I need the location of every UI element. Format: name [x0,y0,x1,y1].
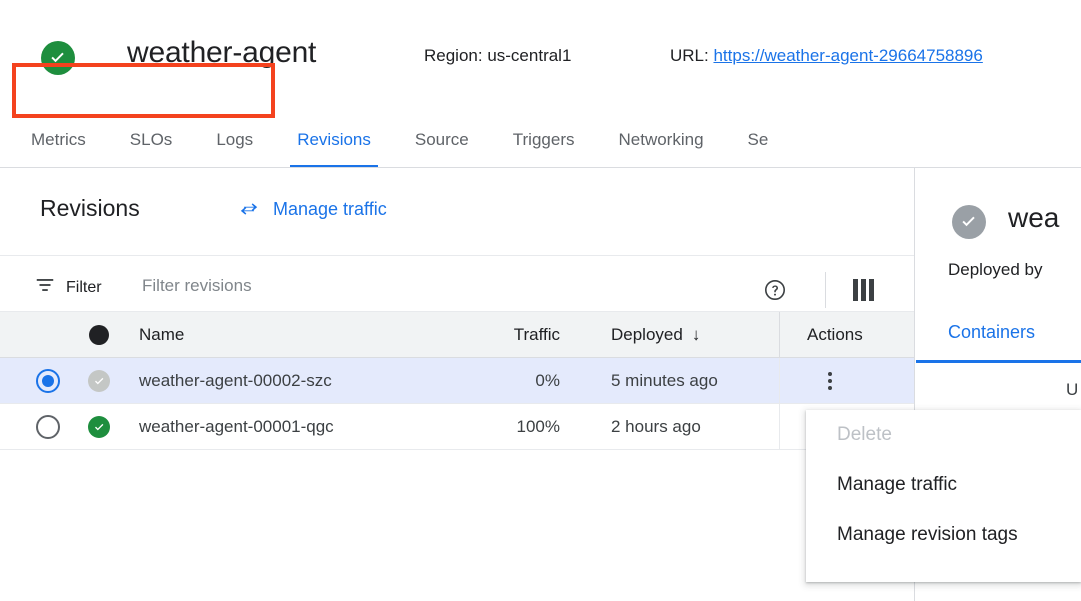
tab-se[interactable]: Se [726,112,791,168]
menu-item-label: Manage revision tags [837,524,1018,545]
tab-revisions[interactable]: Revisions [275,112,393,168]
table-row[interactable]: weather-agent-00002-szc 0% 5 minutes ago [0,358,914,404]
tab-containers-indicator [916,360,1081,363]
menu-item-label: Delete [837,424,892,445]
revision-radio-button[interactable] [36,415,60,439]
menu-item-delete: Delete [806,410,1081,460]
tab-label: Metrics [31,130,86,149]
revision-radio-button[interactable] [36,369,60,393]
page-title: weather-agent [127,36,317,69]
manage-traffic-button[interactable]: Manage traffic [238,198,387,220]
column-header-status [89,312,109,358]
revisions-table: Name Traffic Deployed ↓ Actions weather-… [0,312,914,450]
toolbar-divider [825,272,826,308]
url-label: URL: [670,46,709,65]
menu-item-label: Manage traffic [837,474,958,495]
column-divider [779,312,780,358]
tab-networking[interactable]: Networking [596,112,725,168]
columns-icon[interactable] [853,279,878,301]
filter-button[interactable]: Filter [34,274,102,301]
tab-slos[interactable]: SLOs [108,112,195,168]
column-divider [779,404,780,450]
revision-name: weather-agent-00001-qgc [139,417,334,436]
tab-label: Networking [618,130,704,149]
gray-check-circle-icon [88,370,110,392]
filter-revisions-input[interactable] [140,275,640,297]
tab-label: Triggers [512,130,575,149]
revision-deployed-by-label: Deployed by [948,260,1043,279]
url-row: URL: https://weather-agent-29664758896 [670,46,983,66]
menu-item-manage-traffic[interactable]: Manage traffic [806,460,1081,510]
column-divider [779,358,780,404]
sort-descending-arrow-icon: ↓ [691,325,701,344]
manage-traffic-label: Manage traffic [273,198,387,219]
tab-bar: Metrics SLOs Logs Revisions Source Triggers Ne… [0,112,1081,168]
page-header: weather-agent Region: us-central1 URL: h… [0,0,1081,112]
menu-item-manage-revision-tags[interactable]: Manage revision tags [806,510,1081,560]
tab-bar-divider [0,167,1081,168]
revision-detail-row: U [916,368,1081,412]
filter-toolbar: Filter [0,256,914,312]
revision-actions-menu: Delete Manage traffic Manage revision tags [806,410,1081,582]
revision-deployed-time: 2 hours ago [611,417,701,436]
tab-metrics[interactable]: Metrics [0,112,108,168]
revision-status-check-icon [952,205,986,239]
service-status-check-icon [41,41,75,75]
revisions-toolbar: Revisions Manage traffic [0,168,914,256]
revisions-pane: Revisions Manage traffic [0,168,915,601]
more-vert-icon[interactable] [815,366,845,396]
revision-details-title: wea [1008,202,1060,233]
revision-traffic: 0% [535,371,560,390]
swap-horizontal-icon [238,198,260,220]
tab-label: SLOs [129,130,173,149]
table-header-row: Name Traffic Deployed ↓ Actions [0,312,914,358]
tab-label: Source [414,130,469,149]
green-check-circle-icon [88,416,110,438]
tab-containers[interactable]: Containers [948,322,1036,342]
revision-deployed-time: 5 minutes ago [611,371,718,390]
table-row[interactable]: weather-agent-00001-qgc 100% 2 hours ago [0,404,914,450]
tab-label: Logs [216,130,254,149]
column-header-name[interactable]: Name [139,325,185,344]
tab-label: Revisions [297,130,371,149]
region-label: Region: us-central1 [424,46,572,65]
revision-traffic: 100% [516,417,560,436]
revision-detail-value: U [1066,379,1079,399]
revision-name: weather-agent-00002-szc [139,371,332,390]
tab-logs[interactable]: Logs [194,112,275,168]
filter-label: Filter [66,278,102,296]
tab-source[interactable]: Source [393,112,491,168]
revisions-heading: Revisions [40,195,140,221]
column-header-deployed-label: Deployed [611,325,683,344]
tab-triggers[interactable]: Triggers [491,112,597,168]
tab-label: Se [747,130,769,149]
filter-icon [34,274,56,301]
column-header-actions: Actions [807,325,863,344]
column-header-traffic[interactable]: Traffic [513,325,560,344]
help-icon[interactable] [763,278,787,302]
column-header-deployed[interactable]: Deployed ↓ [611,312,700,358]
status-column-dot-icon [89,325,109,345]
service-url-link[interactable]: https://weather-agent-29664758896 [713,46,983,65]
